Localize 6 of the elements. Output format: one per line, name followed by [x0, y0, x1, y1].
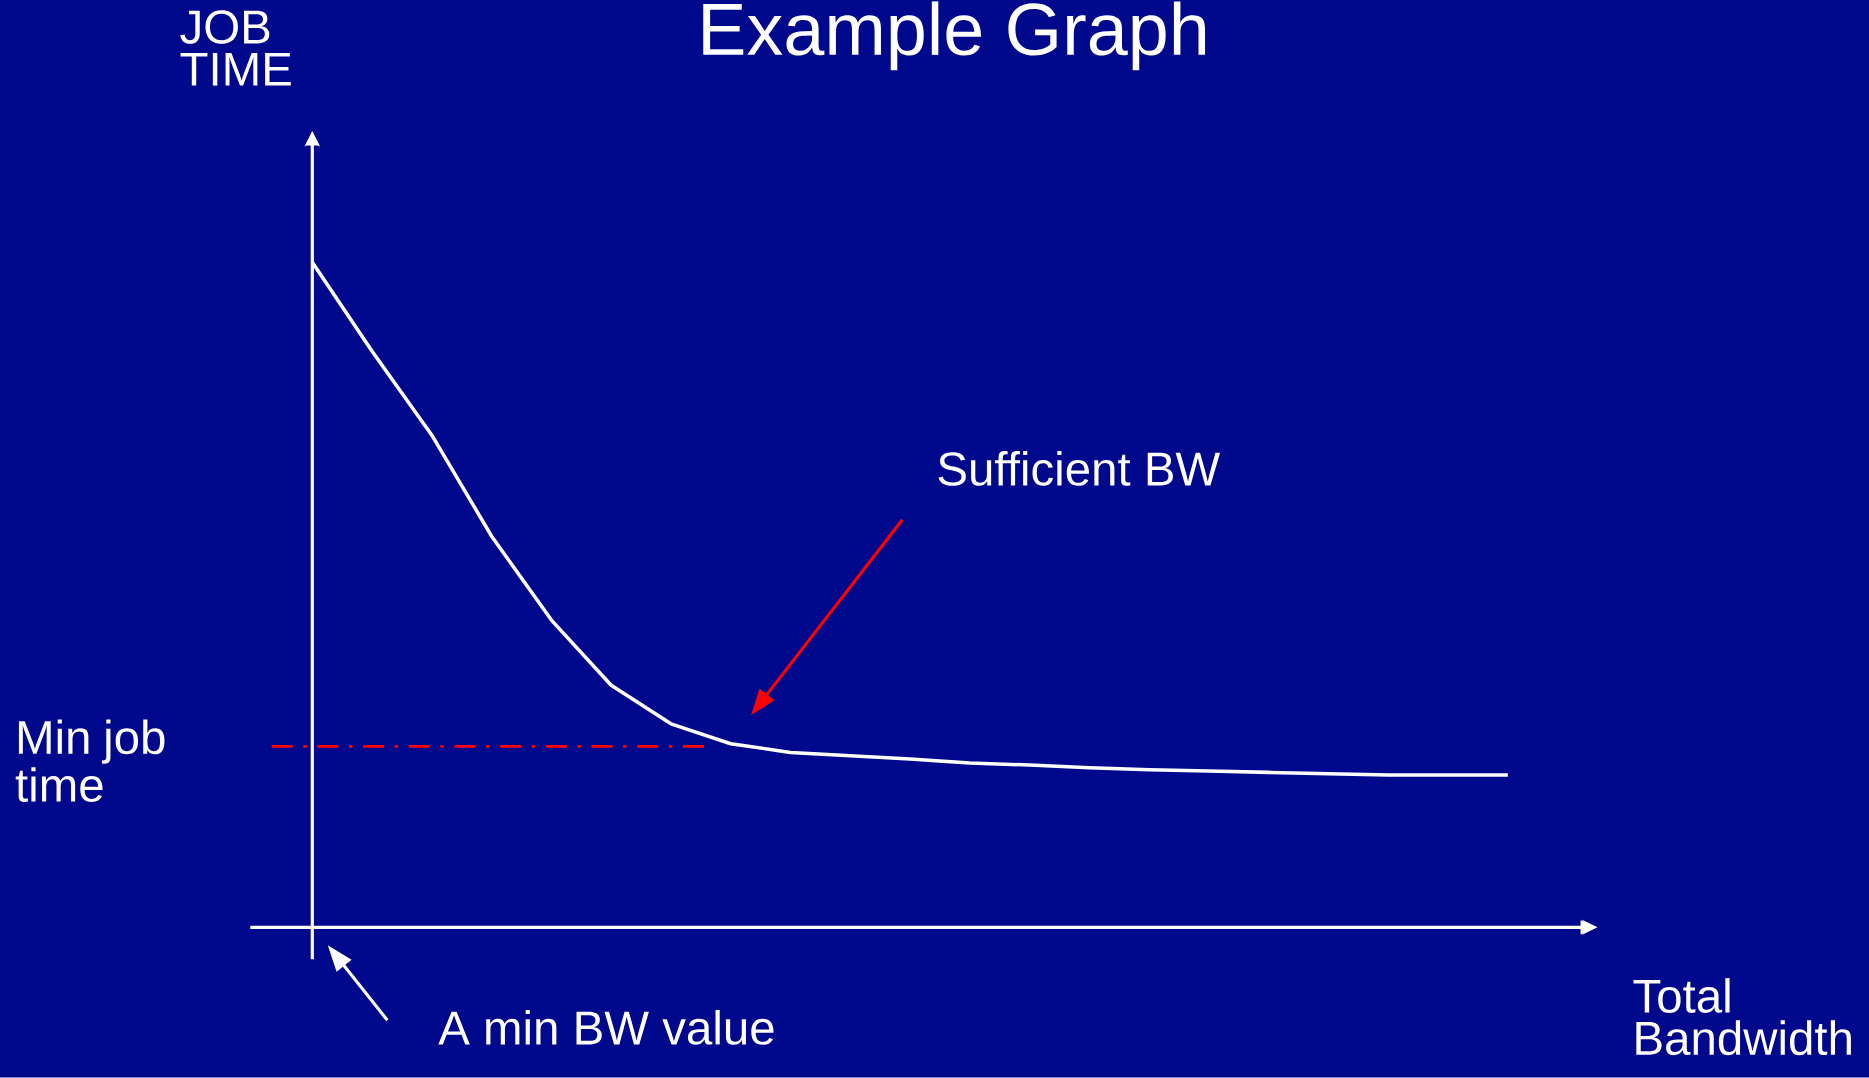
x-axis-title: Total Bandwidth	[1633, 978, 1851, 1056]
ref-line-label: Min job time	[15, 719, 165, 803]
annotation: Sufficient BW	[938, 451, 1221, 487]
chart-title: Example Graph	[703, 1, 1206, 71]
y-axis-title: JOB TIME	[180, 10, 291, 86]
text: A min BW value	[438, 1010, 774, 1046]
